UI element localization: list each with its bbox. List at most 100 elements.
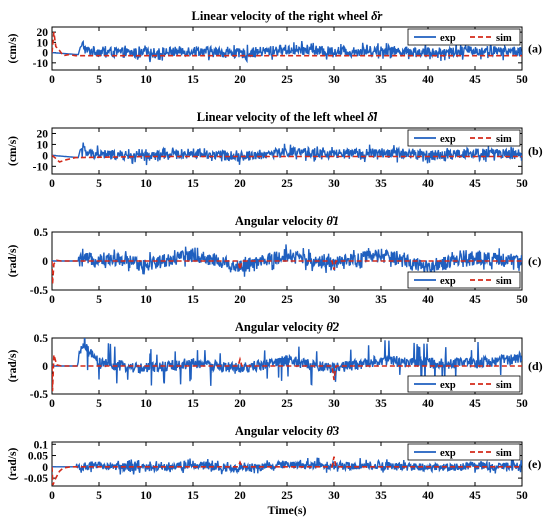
- x-tick-label: 30: [328, 74, 340, 86]
- x-tick-label: 35: [375, 490, 387, 502]
- x-tick-label: 50: [516, 398, 528, 410]
- y-tick-label: 0: [42, 361, 48, 373]
- y-tick-label: 0: [42, 150, 48, 162]
- x-tick-label: 50: [516, 74, 528, 86]
- x-tick-label: 5: [96, 398, 102, 410]
- x-tick-label: 35: [375, 74, 387, 86]
- x-tick-label: 10: [140, 74, 152, 86]
- plot-lines: [52, 338, 522, 392]
- x-tick-label: 30: [328, 294, 340, 306]
- y-tick-label: 0: [42, 48, 48, 60]
- series-line-exp: [52, 338, 522, 386]
- plot-lines: [52, 456, 522, 486]
- x-tick-label: 40: [422, 178, 434, 190]
- legend: exp sim: [407, 375, 521, 393]
- y-axis-label: (rad/s): [7, 448, 19, 481]
- x-tick-label: 45: [469, 178, 481, 190]
- chart-panel-2: Linear velocity of the left wheel δ̇l 0 5 1…: [7, 110, 543, 190]
- legend-box: [407, 129, 521, 147]
- x-tick-label: 35: [375, 398, 387, 410]
- x-tick-label: 40: [422, 294, 434, 306]
- panel-label: (b): [528, 144, 543, 158]
- chart-title: Angular velocity θ̇3: [235, 424, 339, 438]
- panel-label: (e): [528, 457, 541, 471]
- y-tick-label: 10: [37, 139, 49, 151]
- y-tick-label: -10: [33, 58, 49, 70]
- x-tick-label: 40: [422, 398, 434, 410]
- legend-label-sim: sim: [496, 448, 512, 459]
- y-tick-label: 0.05: [28, 451, 48, 463]
- x-tick-label: 25: [281, 490, 293, 502]
- y-tick-label: -10: [33, 161, 49, 173]
- y-tick-label: 0: [42, 256, 48, 268]
- legend-box: [407, 443, 521, 461]
- x-tick-label: 5: [96, 178, 102, 190]
- x-tick-label: 40: [422, 74, 434, 86]
- x-tick-label: 50: [516, 490, 528, 502]
- x-tick-label: 25: [281, 178, 293, 190]
- chart-title: Angular velocity θ̇2: [235, 320, 339, 334]
- panel-label: (c): [528, 254, 541, 268]
- legend-label-sim: sim: [496, 380, 512, 391]
- x-tick-label: 30: [328, 398, 340, 410]
- legend: exp sim: [407, 129, 521, 147]
- series-line-sim: [52, 154, 522, 163]
- y-tick-label: 0.5: [34, 333, 49, 345]
- x-tick-label: 10: [140, 490, 152, 502]
- x-tick-label: 20: [234, 74, 246, 86]
- x-tick-label: 10: [140, 398, 152, 410]
- series-line-sim: [52, 259, 522, 285]
- x-tick-label: 0: [49, 398, 55, 410]
- x-tick-label: 50: [516, 294, 528, 306]
- legend-label-exp: exp: [440, 448, 456, 459]
- legend-label-exp: exp: [440, 276, 456, 287]
- chart-panel-4: Angular velocity θ̇2 0 5 10 15 20 25 30 35 40 45 50…: [7, 320, 543, 410]
- series-line-sim: [52, 354, 522, 392]
- x-tick-label: 15: [187, 74, 199, 86]
- chart-panel-1: Linear velocity of the right wheel δ̇r 0 5…: [7, 9, 542, 86]
- x-tick-label: 50: [516, 178, 528, 190]
- x-tick-label: 40: [422, 490, 434, 502]
- plot-lines: [52, 142, 522, 166]
- x-tick-label: 25: [281, 398, 293, 410]
- legend-box: [407, 28, 521, 46]
- legend: exp sim: [407, 271, 521, 289]
- y-tick-label: 0.5: [34, 227, 49, 239]
- legend-label-sim: sim: [496, 134, 512, 145]
- x-tick-label: 25: [281, 294, 293, 306]
- series-line-sim: [52, 456, 522, 486]
- y-axis-label: (rad/s): [7, 245, 19, 278]
- x-tick-label: 15: [187, 178, 199, 190]
- legend-label-sim: sim: [496, 33, 512, 44]
- y-tick-label: 0.1: [34, 439, 49, 451]
- y-tick-label: -0.05: [24, 473, 48, 485]
- y-tick-label: 20: [37, 27, 49, 39]
- legend-label-exp: exp: [440, 380, 456, 391]
- x-tick-label: 20: [234, 178, 246, 190]
- x-tick-label: 15: [187, 490, 199, 502]
- y-tick-label: 20: [37, 128, 49, 140]
- x-tick-label: 0: [49, 74, 55, 86]
- x-tick-label: 0: [49, 294, 55, 306]
- x-tick-label: 45: [469, 294, 481, 306]
- legend: exp sim: [407, 28, 521, 46]
- x-tick-label: 30: [328, 490, 340, 502]
- y-tick-label: -0.5: [30, 285, 48, 297]
- x-tick-label: 0: [49, 178, 55, 190]
- x-tick-label: 20: [234, 294, 246, 306]
- y-axis-label: (cm/s): [7, 136, 19, 166]
- x-tick-label: 30: [328, 178, 340, 190]
- chart-title: Linear velocity of the right wheel δ̇r: [192, 9, 383, 23]
- x-tick-label: 35: [375, 178, 387, 190]
- x-tick-label: 10: [140, 294, 152, 306]
- x-tick-label: 15: [187, 294, 199, 306]
- x-tick-label: 45: [469, 398, 481, 410]
- x-tick-label: 45: [469, 490, 481, 502]
- plot-lines: [52, 244, 522, 285]
- panel-label: (a): [528, 42, 542, 56]
- legend: exp sim: [407, 443, 521, 461]
- x-tick-label: 10: [140, 178, 152, 190]
- x-tick-label: 15: [187, 398, 199, 410]
- x-axis-label: Time(s): [267, 503, 306, 517]
